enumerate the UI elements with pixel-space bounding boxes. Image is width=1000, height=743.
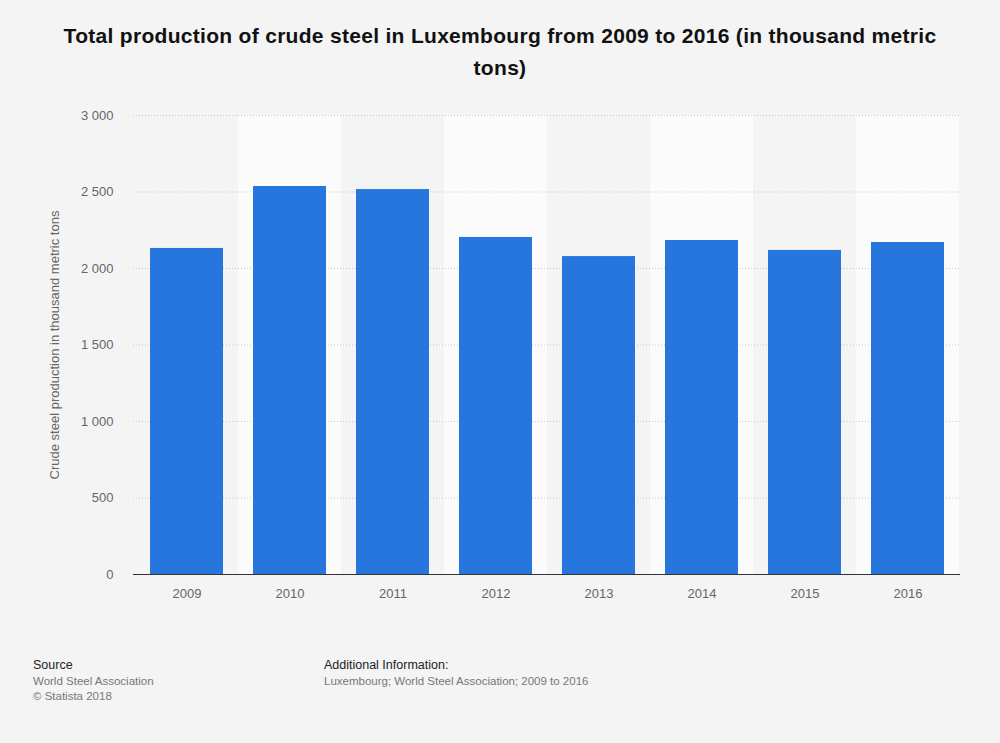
html-text:Source: Source [33, 658, 73, 672]
html-text:© Statista 2018: © Statista 2018 [33, 690, 112, 702]
html-text:Luxembourg; World Steel Associ: Luxembourg; World Steel Association; 200… [324, 675, 589, 687]
svg-text:2 500: 2 500 [81, 184, 114, 199]
svg-text:Crude steel production in thou: Crude steel production in thousand metri… [47, 210, 62, 479]
svg-text:2 000: 2 000 [81, 261, 114, 276]
svg-text:2015: 2015 [791, 586, 820, 601]
svg-text:2016: 2016 [894, 586, 923, 601]
svg-text:1 500: 1 500 [81, 337, 114, 352]
svg-text:1 000: 1 000 [81, 414, 114, 429]
svg-text:2013: 2013 [585, 586, 614, 601]
html-text:Total production of crude stee: Total production of crude steel in Luxem… [63, 24, 937, 79]
svg-text:2012: 2012 [482, 586, 511, 601]
svg-text:3 000: 3 000 [81, 108, 114, 123]
svg-text:2011: 2011 [379, 586, 407, 601]
html-text:World Steel Association: World Steel Association [33, 675, 154, 687]
svg-text:2009: 2009 [173, 586, 202, 601]
svg-text:2010: 2010 [276, 586, 305, 601]
svg-text:0: 0 [106, 567, 113, 582]
html-text:Additional Information:: Additional Information: [324, 658, 449, 672]
svg-text:2014: 2014 [688, 586, 717, 601]
svg-text:500: 500 [92, 490, 114, 505]
